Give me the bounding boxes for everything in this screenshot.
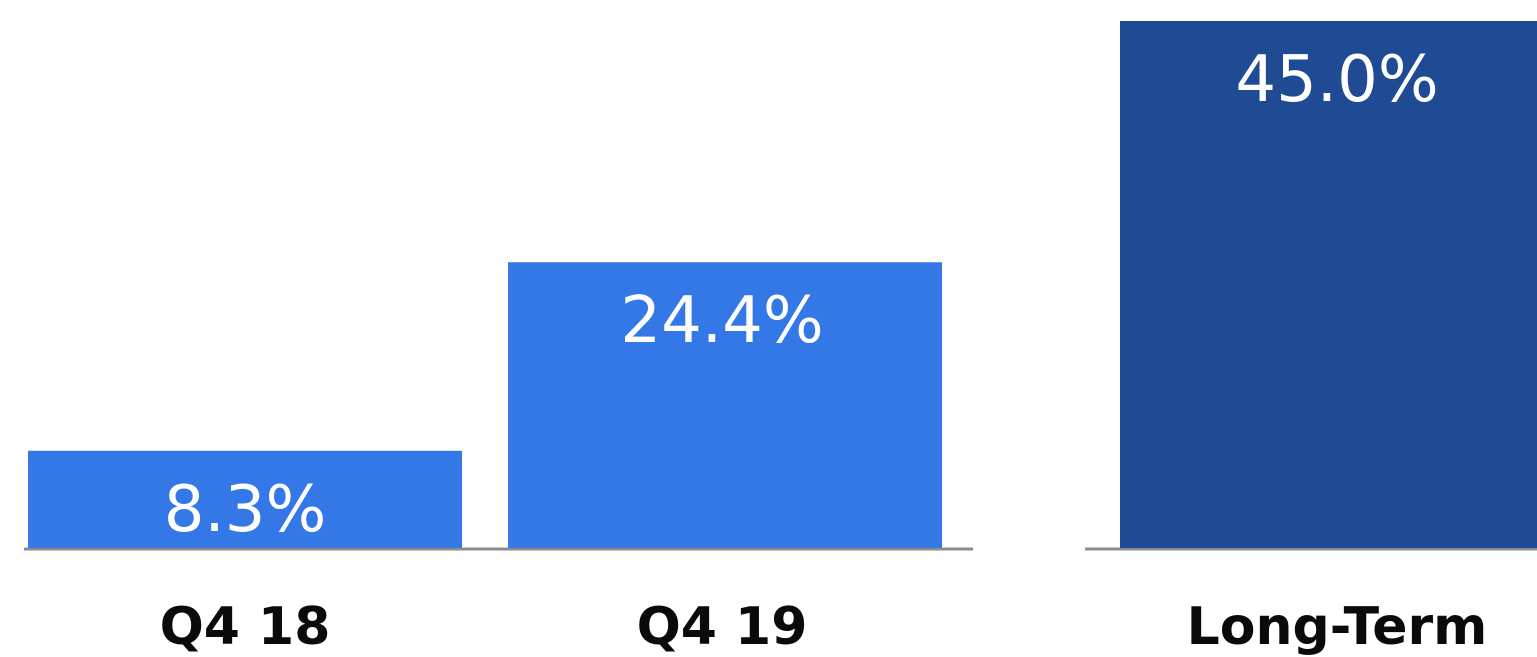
- value-label-0: 8.3%: [164, 473, 327, 547]
- category-labels: Q4 18 Q4 19 Long-Term: [160, 597, 1488, 657]
- bars: [28, 21, 1537, 548]
- category-label-2: Long-Term: [1187, 597, 1488, 657]
- category-label-1: Q4 19: [637, 597, 808, 657]
- category-label-0: Q4 18: [160, 597, 331, 657]
- value-label-2: 45.0%: [1235, 43, 1438, 117]
- bar-2: [1120, 21, 1537, 548]
- value-labels: 8.3% 24.4% 45.0%: [164, 43, 1439, 547]
- bar-0: [28, 450, 462, 548]
- bar-1: [508, 262, 942, 548]
- value-label-1: 24.4%: [620, 284, 823, 358]
